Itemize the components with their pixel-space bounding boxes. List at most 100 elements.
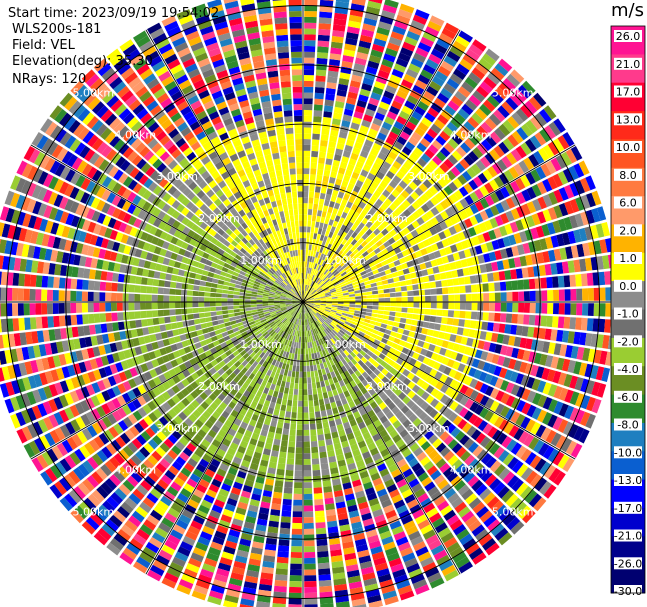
velocity-gate: [166, 398, 176, 408]
velocity-gate: [180, 296, 187, 302]
velocity-gate: [379, 415, 388, 424]
velocity-gate: [364, 315, 372, 320]
velocity-gate: [407, 290, 414, 297]
velocity-gate: [349, 299, 356, 302]
velocity-gate: [540, 277, 548, 289]
velocity-gate: [35, 316, 43, 329]
velocity-gate: [409, 358, 417, 366]
velocity-gate: [422, 561, 437, 573]
velocity-gate: [387, 278, 394, 284]
velocity-gate: [497, 238, 506, 249]
velocity-gate: [319, 265, 324, 272]
velocity-gate: [390, 126, 402, 136]
velocity-gate: [370, 282, 377, 288]
velocity-gate: [371, 392, 380, 401]
velocity-gate: [405, 473, 417, 483]
velocity-gate: [504, 369, 513, 381]
velocity-gate: [336, 333, 342, 339]
velocity-gate: [405, 232, 414, 241]
velocity-gate: [424, 26, 440, 37]
velocity-gate: [304, 278, 307, 285]
velocity-gate: [582, 288, 589, 301]
velocity-gate: [337, 304, 344, 307]
velocity-gate: [272, 365, 278, 373]
velocity-gate: [304, 534, 315, 541]
velocity-gate: [430, 388, 440, 398]
velocity-gate: [545, 355, 554, 368]
velocity-gate: [196, 405, 206, 414]
velocity-gate: [332, 357, 338, 365]
velocity-gate: [381, 319, 389, 325]
velocity-gate: [379, 468, 390, 478]
velocity-gate: [196, 347, 205, 355]
velocity-gate: [464, 376, 473, 386]
velocity-gate: [200, 323, 208, 329]
velocity-gate: [315, 346, 319, 353]
velocity-gate: [159, 347, 167, 356]
velocity-gate: [274, 347, 279, 354]
velocity-gate: [127, 413, 138, 425]
velocity-gate: [391, 271, 399, 278]
velocity-gate: [347, 375, 354, 383]
velocity-gate: [313, 340, 318, 347]
velocity-gate: [467, 475, 480, 488]
velocity-gate: [420, 556, 434, 568]
velocity-gate: [455, 146, 467, 158]
velocity-gate: [192, 302, 199, 308]
velocity-gate: [482, 283, 489, 292]
velocity-gate: [70, 290, 77, 301]
velocity-gate: [275, 310, 282, 314]
velocity-gate: [389, 211, 398, 220]
velocity-gate: [193, 489, 205, 499]
velocity-gate: [447, 492, 460, 504]
velocity-gate: [311, 446, 319, 454]
velocity-gate: [330, 259, 336, 266]
velocity-gate: [512, 291, 519, 302]
velocity-gate: [327, 70, 339, 78]
velocity-gate: [303, 511, 314, 518]
velocity-gate: [424, 289, 431, 296]
velocity-gate: [343, 403, 350, 411]
velocity-gate: [430, 378, 439, 387]
velocity-gate: [468, 519, 482, 532]
velocity-gate: [193, 318, 201, 325]
velocity-gate: [434, 192, 444, 203]
velocity-gate: [402, 377, 411, 386]
velocity-gate: [398, 275, 406, 281]
velocity-gate: [385, 509, 397, 519]
velocity-gate: [65, 378, 75, 391]
velocity-gate: [366, 6, 381, 15]
velocity-gate: [399, 280, 407, 287]
velocity-gate: [314, 284, 319, 289]
velocity-gate: [222, 397, 231, 406]
velocity-gate: [534, 112, 548, 127]
velocity-gate: [510, 397, 521, 410]
velocity-gate: [420, 524, 433, 535]
velocity-gate: [316, 174, 323, 182]
velocity-gate: [544, 328, 552, 341]
velocity-gate: [599, 350, 608, 365]
velocity-gate: [473, 224, 482, 235]
velocity-gate: [212, 579, 227, 589]
velocity-gate: [542, 396, 553, 410]
velocity-gate: [474, 392, 485, 404]
velocity-gate: [438, 231, 447, 240]
velocity-gate: [385, 372, 394, 380]
velocity-gate: [387, 320, 394, 326]
velocity-gate: [163, 302, 170, 309]
velocity-gate: [167, 507, 180, 519]
velocity-gate: [320, 304, 326, 307]
velocity-gate: [576, 303, 583, 316]
velocity-gate: [254, 318, 261, 324]
velocity-gate: [546, 369, 556, 382]
velocity-gate: [91, 382, 101, 394]
velocity-gate: [515, 325, 523, 336]
velocity-gate: [246, 510, 258, 519]
velocity-gate: [48, 399, 58, 413]
velocity-gate: [344, 144, 353, 153]
velocity-gate: [59, 380, 69, 393]
velocity-gate: [305, 261, 308, 268]
velocity-gate: [366, 302, 373, 306]
velocity-gate: [147, 439, 159, 450]
velocity-gate: [310, 232, 314, 239]
